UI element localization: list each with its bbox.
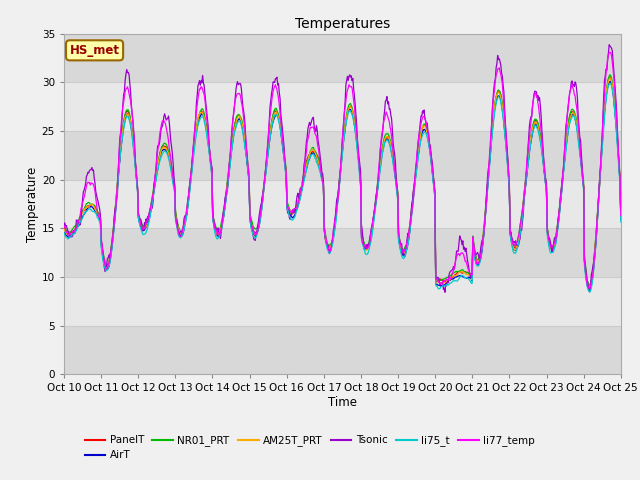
Bar	[64, 34, 621, 82]
NR01_PRT	[60, 222, 68, 228]
Line: Tsonic: Tsonic	[64, 45, 621, 292]
NR01_PRT	[214, 227, 221, 233]
Bar	[64, 326, 621, 374]
PanelT	[184, 200, 192, 206]
li75_t	[617, 219, 625, 225]
PanelT	[617, 213, 625, 219]
li75_t	[127, 128, 135, 133]
X-axis label: Time: Time	[328, 396, 357, 409]
li77_temp	[214, 232, 221, 238]
AirT	[127, 126, 135, 132]
Tsonic	[605, 42, 613, 48]
Tsonic	[441, 289, 449, 295]
Line: li75_t: li75_t	[64, 84, 621, 292]
PanelT	[60, 225, 68, 230]
Tsonic	[617, 215, 625, 221]
li77_temp	[617, 213, 625, 218]
li77_temp	[127, 105, 135, 110]
AirT	[60, 229, 68, 235]
Line: AM25T_PRT: AM25T_PRT	[64, 78, 621, 287]
li77_temp	[70, 228, 78, 234]
Tsonic	[127, 102, 135, 108]
li75_t	[410, 190, 418, 195]
AirT	[606, 79, 614, 84]
AirT	[70, 229, 78, 235]
NR01_PRT	[70, 224, 78, 229]
AM25T_PRT	[426, 150, 434, 156]
Tsonic	[410, 185, 418, 191]
AM25T_PRT	[70, 228, 78, 234]
Bar	[64, 228, 621, 277]
AM25T_PRT	[606, 75, 614, 81]
AM25T_PRT	[617, 215, 625, 220]
NR01_PRT	[127, 122, 135, 128]
li77_temp	[410, 189, 418, 194]
AirT	[617, 216, 625, 222]
Tsonic	[60, 224, 68, 230]
li75_t	[184, 204, 192, 210]
AirT	[214, 233, 221, 239]
NR01_PRT	[410, 183, 418, 189]
li75_t	[606, 81, 614, 86]
Line: AirT: AirT	[64, 82, 621, 289]
PanelT	[586, 284, 594, 289]
AirT	[426, 151, 434, 156]
AM25T_PRT	[585, 284, 593, 289]
li77_temp	[426, 148, 434, 154]
NR01_PRT	[426, 147, 434, 153]
NR01_PRT	[606, 72, 614, 78]
Bar	[64, 180, 621, 228]
PanelT	[426, 148, 434, 154]
PanelT	[410, 185, 418, 191]
Tsonic	[214, 227, 221, 232]
AirT	[184, 202, 192, 207]
PanelT	[606, 74, 614, 80]
AM25T_PRT	[410, 187, 418, 193]
Text: HS_met: HS_met	[70, 44, 120, 57]
AM25T_PRT	[214, 231, 221, 237]
AM25T_PRT	[184, 201, 192, 206]
AM25T_PRT	[127, 124, 135, 130]
li75_t	[586, 289, 594, 295]
li77_temp	[60, 223, 68, 229]
Line: NR01_PRT: NR01_PRT	[64, 75, 621, 285]
li75_t	[60, 230, 68, 236]
Line: PanelT: PanelT	[64, 77, 621, 287]
AirT	[410, 188, 418, 193]
AirT	[585, 287, 593, 292]
Legend: PanelT, AirT, NR01_PRT, AM25T_PRT, Tsonic, li75_t, li77_temp: PanelT, AirT, NR01_PRT, AM25T_PRT, Tsoni…	[81, 431, 539, 465]
NR01_PRT	[586, 282, 594, 288]
li77_temp	[184, 196, 192, 202]
NR01_PRT	[617, 213, 625, 218]
li75_t	[426, 152, 434, 158]
AM25T_PRT	[60, 226, 68, 232]
PanelT	[127, 122, 135, 128]
Tsonic	[184, 199, 192, 205]
Bar	[64, 277, 621, 326]
Line: li77_temp: li77_temp	[64, 52, 621, 288]
Title: Temperatures: Temperatures	[295, 17, 390, 31]
NR01_PRT	[184, 197, 192, 203]
PanelT	[214, 229, 221, 235]
Y-axis label: Temperature: Temperature	[26, 167, 39, 241]
Tsonic	[70, 231, 78, 237]
li75_t	[214, 236, 221, 242]
li77_temp	[607, 49, 614, 55]
li77_temp	[586, 286, 594, 291]
Tsonic	[426, 143, 434, 148]
PanelT	[70, 228, 78, 234]
Bar	[64, 82, 621, 131]
li75_t	[70, 231, 78, 237]
Bar	[64, 131, 621, 180]
